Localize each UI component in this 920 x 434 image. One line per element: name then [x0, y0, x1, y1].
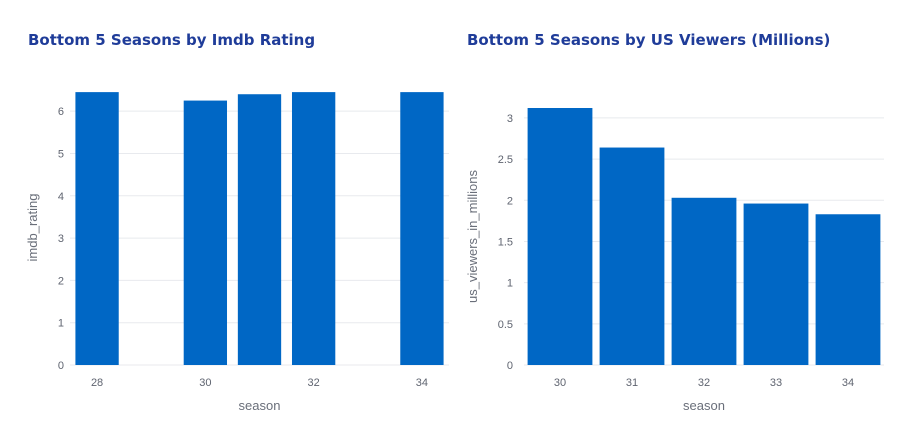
y-axis-title: imdb_rating	[25, 194, 40, 262]
y-tick-label: 1	[507, 278, 513, 290]
y-tick-label: 0.5	[498, 319, 513, 331]
y-tick-label: 0	[58, 360, 64, 372]
x-axis-title: season	[239, 398, 281, 413]
bar	[400, 92, 444, 365]
y-tick-label: 0	[507, 360, 513, 372]
y-tick-label: 2.5	[498, 154, 513, 166]
y-tick-label: 6	[58, 106, 64, 118]
x-tick-label: 30	[199, 377, 211, 389]
bar	[527, 108, 593, 365]
y-tick-label: 1.5	[498, 236, 513, 248]
chart-title: Bottom 5 Seasons by US Viewers (Millions…	[467, 31, 831, 49]
y-tick-label: 2	[58, 275, 64, 287]
x-tick-label: 32	[308, 377, 320, 389]
y-tick-label: 1	[58, 318, 64, 330]
y-tick-label: 4	[58, 191, 64, 203]
us-viewers-bar-chart: 0 0.5 1 1.5 2 2.5 3 30 31 32 33 34 season us_viewers_…	[465, 108, 884, 413]
y-axis-title: us_viewers_in_millions	[465, 170, 480, 303]
bar	[671, 197, 737, 365]
bar	[183, 100, 228, 366]
y-tick-label: 3	[507, 113, 513, 125]
x-axis-title: season	[683, 398, 725, 413]
bar	[291, 92, 336, 365]
bar	[75, 92, 119, 365]
x-tick-label: 34	[416, 377, 428, 389]
y-tick-label: 5	[58, 148, 64, 160]
x-tick-label: 34	[842, 377, 854, 389]
y-tick-label: 3	[58, 233, 64, 245]
y-tick-label: 2	[507, 195, 513, 207]
x-tick-label: 31	[626, 377, 638, 389]
bar	[599, 147, 665, 365]
x-tick-label: 33	[770, 377, 782, 389]
chart-title: Bottom 5 Seasons by Imdb Rating	[28, 31, 316, 49]
x-tick-label: 28	[91, 377, 103, 389]
x-tick-label: 32	[698, 377, 710, 389]
bar	[743, 203, 809, 365]
us-viewers-chart-panel: Bottom 5 Seasons by US Viewers (Millions…	[440, 0, 920, 434]
bar	[237, 94, 282, 365]
x-tick-label: 30	[554, 377, 566, 389]
bar	[815, 214, 881, 365]
